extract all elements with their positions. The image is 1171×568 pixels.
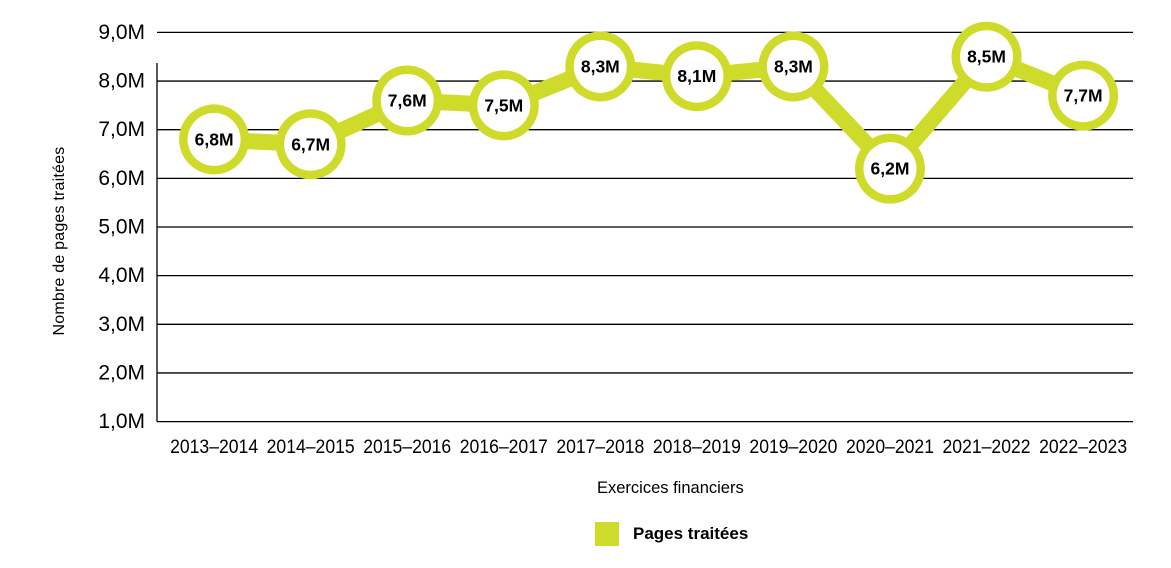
svg-text:7,7M: 7,7M [1064, 86, 1103, 106]
svg-text:2014–2015: 2014–2015 [267, 436, 355, 458]
svg-text:2022–2023: 2022–2023 [1039, 436, 1127, 458]
svg-text:2017–2018: 2017–2018 [556, 436, 644, 458]
svg-text:5,0M: 5,0M [98, 216, 145, 239]
svg-text:7,5M: 7,5M [484, 95, 523, 115]
svg-text:6,2M: 6,2M [871, 159, 910, 179]
svg-text:3,0M: 3,0M [98, 313, 145, 336]
svg-text:6,7M: 6,7M [291, 134, 330, 154]
svg-text:2020–2021: 2020–2021 [846, 436, 934, 458]
svg-text:8,3M: 8,3M [581, 56, 620, 76]
svg-text:2018–2019: 2018–2019 [653, 436, 741, 458]
svg-text:2,0M: 2,0M [98, 361, 145, 384]
svg-text:8,3M: 8,3M [774, 56, 813, 76]
svg-text:8,1M: 8,1M [677, 66, 716, 86]
svg-text:6,0M: 6,0M [98, 167, 145, 190]
svg-text:2015–2016: 2015–2016 [363, 436, 451, 458]
svg-text:2021–2022: 2021–2022 [943, 436, 1031, 458]
svg-text:8,5M: 8,5M [967, 47, 1006, 67]
svg-text:2019–2020: 2019–2020 [749, 436, 837, 458]
svg-text:9,0M: 9,0M [98, 21, 145, 44]
svg-text:4,0M: 4,0M [98, 264, 145, 287]
svg-text:2016–2017: 2016–2017 [460, 436, 548, 458]
svg-text:7,0M: 7,0M [98, 118, 145, 141]
svg-text:6,8M: 6,8M [195, 129, 234, 149]
svg-text:2013–2014: 2013–2014 [170, 436, 258, 458]
svg-text:1,0M: 1,0M [98, 410, 145, 433]
svg-text:8,0M: 8,0M [98, 70, 145, 93]
svg-text:7,6M: 7,6M [388, 91, 427, 111]
